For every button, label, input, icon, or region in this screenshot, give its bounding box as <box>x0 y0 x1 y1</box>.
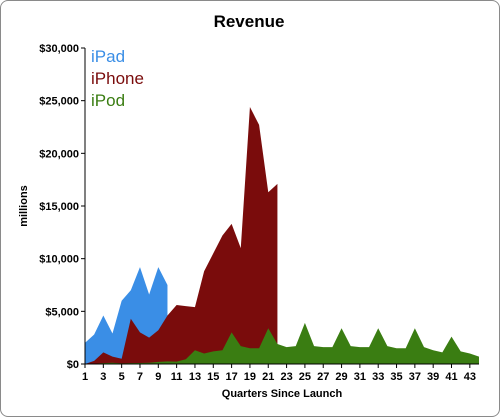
x-tick-label: 25 <box>299 371 311 383</box>
x-tick-label: 35 <box>390 371 402 383</box>
x-tick-label: 7 <box>137 371 143 383</box>
x-tick-label: 43 <box>464 371 476 383</box>
chart-title: Revenue <box>214 12 285 31</box>
y-tick-label: $30,000 <box>39 43 79 55</box>
x-tick-label: 29 <box>335 371 347 383</box>
x-tick-label: 23 <box>280 371 292 383</box>
y-tick-label: $20,000 <box>39 148 79 160</box>
x-tick-label: 17 <box>225 371 237 383</box>
x-tick-label: 33 <box>372 371 384 383</box>
y-axis-title: millions <box>18 185 30 227</box>
x-tick-label: 11 <box>171 371 183 383</box>
y-tick-label: $15,000 <box>39 201 79 213</box>
x-tick-label: 1 <box>82 371 88 383</box>
legend-entry-ipad: iPad <box>91 47 125 66</box>
legend-entry-ipod: iPod <box>91 91 125 110</box>
x-tick-label: 31 <box>354 371 366 383</box>
x-tick-label: 15 <box>207 371 219 383</box>
x-tick-label: 39 <box>427 371 439 383</box>
x-ticks: 1 3 5 7 9 11 13 15 17 19 21 23 25 27 29 31 33 35 37 39 41 43 <box>82 364 476 383</box>
series-area-ipod <box>85 322 479 364</box>
x-tick-label: 27 <box>317 371 329 383</box>
series-area-iphone <box>85 106 278 365</box>
legend-entry-iphone: iPhone <box>91 69 144 88</box>
x-tick-label: 19 <box>244 371 256 383</box>
x-tick-label: 5 <box>119 371 125 383</box>
y-tick-label: $5,000 <box>45 306 79 318</box>
legend: iPad iPhone iPod <box>91 47 144 110</box>
x-tick-label: 21 <box>262 371 274 383</box>
x-tick-label: 37 <box>409 371 421 383</box>
series-layer <box>85 106 479 365</box>
x-tick-label: 9 <box>155 371 161 383</box>
y-tick-label: $10,000 <box>39 254 79 266</box>
y-tick-label: $0 <box>67 359 79 371</box>
y-tick-label: $25,000 <box>39 96 79 108</box>
x-axis-title: Quarters Since Launch <box>222 388 343 400</box>
x-tick-label: 41 <box>445 371 457 383</box>
x-tick-label: 13 <box>189 371 201 383</box>
x-tick-label: 3 <box>100 371 106 383</box>
y-ticks: $0 $5,000 $10,000 $15,000 $20,000 $25,000 $30,… <box>39 43 85 371</box>
